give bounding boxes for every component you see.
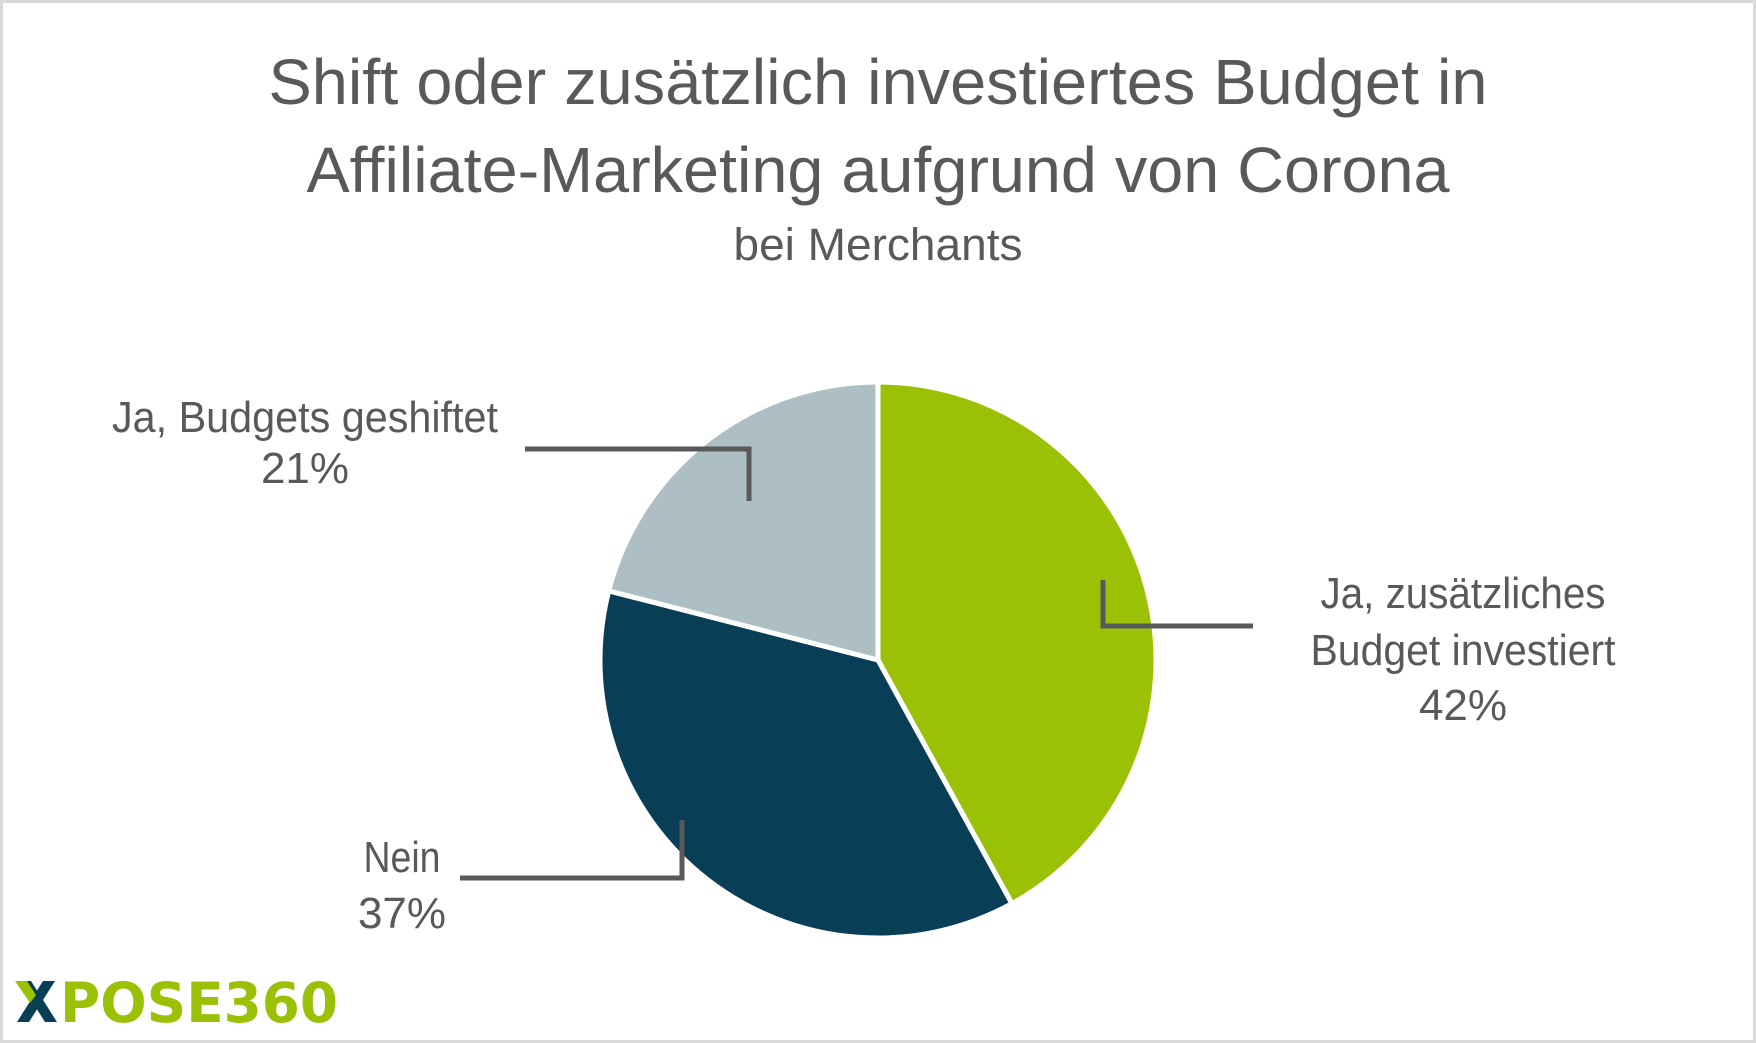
leader-line-ja-zusaetzlich [1100,580,1253,629]
logo-x-dark-stroke-2 [17,981,55,1022]
logo-x-green-stroke [15,981,36,1003]
slice-label-line: Ja, zusätzliches [1321,569,1606,618]
pie-slice-ja-zusätzliches-budget-investiert [875,379,1159,908]
chart-title-line-2: Affiliate-Marketing aufgrund von Corona [307,134,1450,206]
slice-value-label: 21% [261,444,349,493]
chart-subtitle: bei Merchants [734,219,1023,270]
data-label-ja-geshiftet: Ja, Budgets geshiftet 21% [112,393,498,493]
slice-label-line: Nein [364,833,441,882]
slice-label-line: Budget investiert [1311,626,1616,675]
slice-value-label: 42% [1419,681,1507,730]
leader-line-ja-geshiftet [525,446,752,501]
logo-x-mark [15,981,57,1022]
data-label-ja-zusaetzlich: Ja, zusätzliches Budget investiert 42% [1311,569,1616,730]
slice-value-label: 37% [358,889,446,938]
pie-slices [597,379,1159,941]
leader-line-nein [460,820,685,881]
pie-slice-ja-budgets-geshiftet [605,379,881,664]
logo-text: POSE360 [60,971,338,1035]
xpose360-logo: POSE360 [15,971,338,1035]
chart-title-line-1: Shift oder zusätzlich investiertes Budge… [269,46,1488,118]
pie-slice-nein [597,587,1016,941]
data-label-nein: Nein 37% [358,833,446,938]
slice-label-line: Ja, Budgets geshiftet [112,393,498,442]
